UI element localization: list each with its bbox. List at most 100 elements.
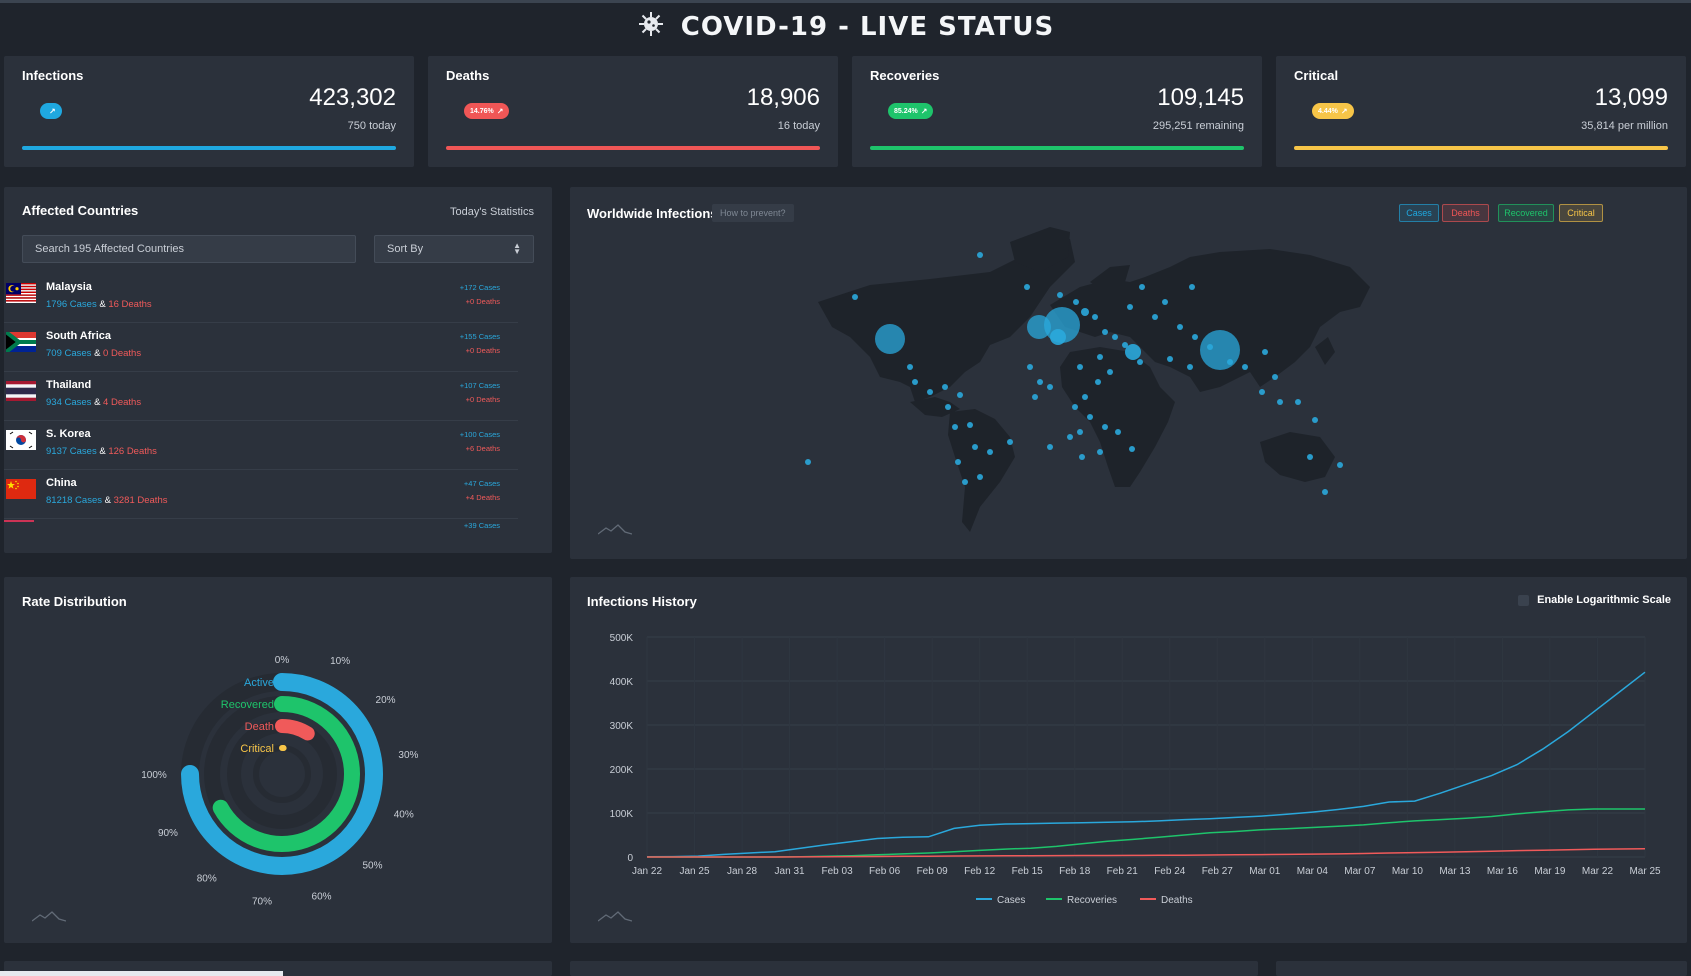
infection-bubble[interactable]: [1082, 394, 1088, 400]
infection-bubble[interactable]: [1262, 349, 1268, 355]
infection-bubble[interactable]: [1312, 417, 1318, 423]
infection-bubble[interactable]: [1200, 330, 1240, 370]
infection-bubble[interactable]: [1127, 304, 1133, 310]
infection-bubble[interactable]: [1137, 359, 1143, 365]
infection-bubble[interactable]: [1207, 344, 1213, 350]
toggle-cases[interactable]: Cases: [1399, 204, 1439, 222]
infection-bubble[interactable]: [1122, 342, 1128, 348]
infection-bubble[interactable]: [1079, 454, 1085, 460]
infection-bubble[interactable]: [1050, 329, 1066, 345]
recoveries-sub: 295,251 remaining: [1152, 120, 1244, 132]
infection-bubble[interactable]: [1037, 379, 1043, 385]
infection-bubble[interactable]: [1027, 364, 1033, 370]
infection-bubble[interactable]: [1077, 429, 1083, 435]
infection-bubble[interactable]: [1129, 446, 1135, 452]
infection-bubble[interactable]: [907, 364, 913, 370]
infection-bubble[interactable]: [1152, 314, 1158, 320]
infection-bubble[interactable]: [977, 474, 983, 480]
infection-bubble[interactable]: [912, 379, 918, 385]
infection-bubble[interactable]: [1095, 379, 1101, 385]
infection-bubble[interactable]: [1112, 334, 1118, 340]
toggle-recovered[interactable]: Recovered: [1498, 204, 1554, 222]
infection-bubble[interactable]: [1162, 299, 1168, 305]
infection-bubble[interactable]: [1192, 334, 1198, 340]
infection-bubble[interactable]: [1107, 369, 1113, 375]
infection-bubble[interactable]: [1092, 314, 1098, 320]
infection-bubble[interactable]: [1272, 374, 1278, 380]
radial-bar-death: [275, 719, 315, 741]
country-row[interactable]: Malaysia 1796 Cases & 16 Deaths +172 Cas…: [4, 273, 518, 323]
world-map[interactable]: [570, 187, 1687, 559]
infection-bubble[interactable]: [1307, 454, 1313, 460]
legend-label-deaths[interactable]: Deaths: [1161, 895, 1193, 906]
infection-bubble[interactable]: [1032, 394, 1038, 400]
infection-bubble[interactable]: [977, 252, 983, 258]
infection-bubble[interactable]: [805, 459, 811, 465]
infection-bubble[interactable]: [875, 324, 905, 354]
horizontal-scrollbar[interactable]: [0, 971, 283, 976]
infection-bubble[interactable]: [1097, 449, 1103, 455]
toggle-deaths[interactable]: Deaths: [1442, 204, 1489, 222]
infection-bubble[interactable]: [942, 384, 948, 390]
infection-bubble[interactable]: [1295, 399, 1301, 405]
log-scale-checkbox[interactable]: [1518, 594, 1530, 606]
infection-bubble[interactable]: [1189, 284, 1195, 290]
log-scale-toggle[interactable]: Enable Logarithmic Scale: [1518, 594, 1671, 606]
infection-bubble[interactable]: [1057, 292, 1063, 298]
infection-bubble[interactable]: [1067, 434, 1073, 440]
infection-bubble[interactable]: [927, 389, 933, 395]
infection-bubble[interactable]: [1167, 356, 1173, 362]
country-row[interactable]: S. Korea 9137 Cases & 126 Deaths +100 Ca…: [4, 420, 518, 470]
infection-bubble[interactable]: [1077, 364, 1083, 370]
country-row[interactable]: China 81218 Cases & 3281 Deaths +47 Case…: [4, 469, 518, 519]
country-list[interactable]: Malaysia 1796 Cases & 16 Deaths +172 Cas…: [0, 273, 532, 529]
bottom-panel-middle: [570, 961, 1258, 976]
infection-bubble[interactable]: [1073, 299, 1079, 305]
infection-bubble[interactable]: [1115, 429, 1121, 435]
infection-bubble[interactable]: [1139, 284, 1145, 290]
infections-history-chart[interactable]: 0 100K 200K 300K 400K 500K Jan 22 Jan 25 Jan 28 J…: [570, 577, 1687, 943]
x-tick-label: Feb 21: [1107, 866, 1139, 877]
infection-bubble[interactable]: [1177, 324, 1183, 330]
legend-label-recoveries[interactable]: Recoveries: [1067, 895, 1117, 906]
infection-bubble[interactable]: [987, 449, 993, 455]
country-row[interactable]: Thailand 934 Cases & 4 Deaths +107 Cases…: [4, 371, 518, 421]
recoveries-rate-badge: 85.24% ↗: [888, 103, 934, 119]
infection-bubble[interactable]: [1007, 439, 1013, 445]
legend-label-cases[interactable]: Cases: [997, 895, 1025, 906]
toggle-critical[interactable]: Critical: [1559, 204, 1603, 222]
infection-bubble[interactable]: [1024, 284, 1030, 290]
infection-bubble[interactable]: [962, 479, 968, 485]
infection-bubble[interactable]: [1081, 308, 1089, 316]
search-countries-input[interactable]: Search 195 Affected Countries: [22, 235, 356, 263]
infection-bubble[interactable]: [1187, 364, 1193, 370]
infection-bubble[interactable]: [1047, 384, 1053, 390]
infection-bubble[interactable]: [1097, 354, 1103, 360]
infection-bubble[interactable]: [945, 404, 951, 410]
infection-bubble[interactable]: [1102, 424, 1108, 430]
infection-bubble[interactable]: [1087, 414, 1093, 420]
country-row[interactable]: South Africa 709 Cases & 0 Deaths +155 C…: [4, 322, 518, 372]
country-today-deaths: +0 Deaths: [465, 346, 500, 355]
infection-bubble[interactable]: [967, 422, 973, 428]
infection-bubble[interactable]: [1047, 444, 1053, 450]
infection-bubble[interactable]: [1102, 329, 1108, 335]
infection-bubble[interactable]: [1227, 359, 1233, 365]
infection-bubble[interactable]: [955, 459, 961, 465]
infection-bubble[interactable]: [1277, 399, 1283, 405]
infection-bubble[interactable]: [1337, 462, 1343, 468]
south-korea-flag-icon: [6, 430, 36, 450]
infection-bubble[interactable]: [957, 392, 963, 398]
infection-bubble[interactable]: [952, 424, 958, 430]
infection-bubble[interactable]: [1072, 404, 1078, 410]
how-to-prevent-button[interactable]: How to prevent?: [712, 204, 794, 222]
affected-countries-title: Affected Countries: [22, 203, 139, 218]
infection-bubble[interactable]: [972, 444, 978, 450]
infection-bubble[interactable]: [852, 294, 858, 300]
infection-bubble[interactable]: [1322, 489, 1328, 495]
sort-by-select[interactable]: Sort By ▲ ▼: [374, 235, 534, 263]
infection-bubble[interactable]: [1259, 389, 1265, 395]
infection-bubble[interactable]: [1242, 364, 1248, 370]
infection-bubble[interactable]: [1125, 344, 1141, 360]
country-row-partial[interactable]: +39 Cases: [4, 518, 518, 529]
